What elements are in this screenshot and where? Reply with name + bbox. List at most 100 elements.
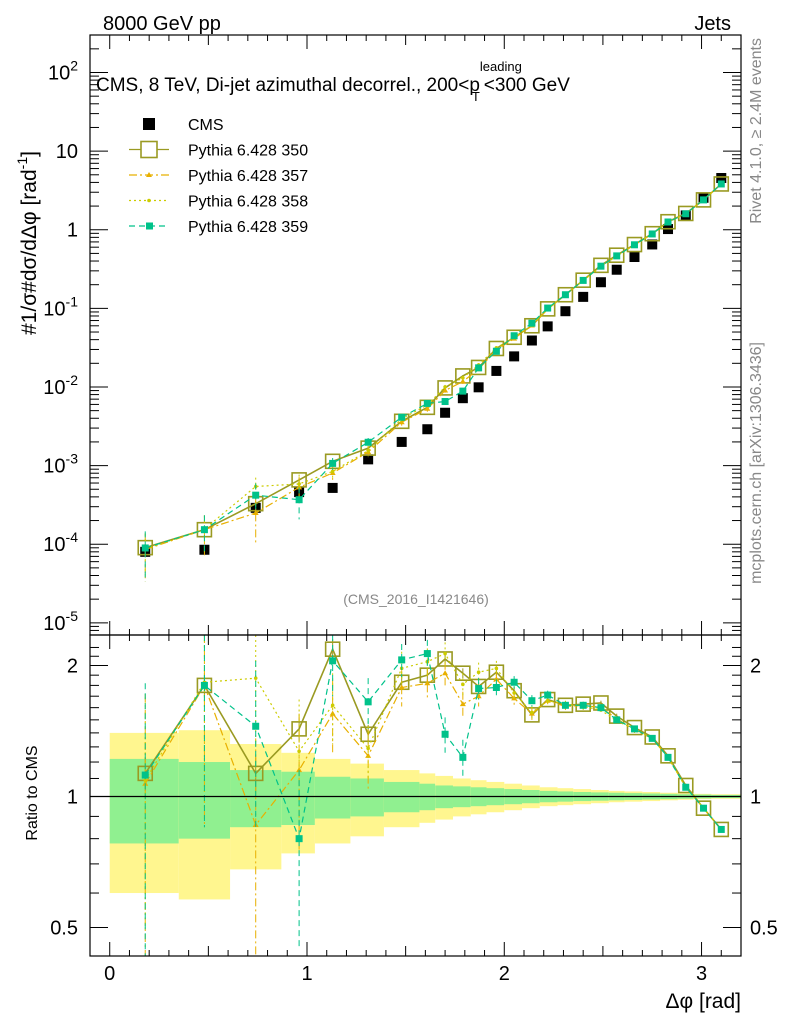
series-marker-ratio: [677, 777, 694, 794]
series-marker-main: [700, 196, 708, 204]
series-marker-ratio: [441, 730, 449, 738]
series-marker-main: [717, 180, 725, 188]
series-marker-ratio: [329, 710, 336, 716]
series-marker-ratio: [648, 734, 656, 742]
series-marker-main: [329, 459, 337, 467]
y-tick-label-ratio-right: 0.5: [750, 917, 778, 939]
series-line-main: [145, 183, 722, 549]
series-marker-ratio: [398, 684, 405, 690]
chart-title: CMS, 8 TeV, Di-jet azimuthal decorrel., …: [96, 59, 570, 104]
series-marker-main: [200, 526, 208, 534]
y-tick-label-ratio-right: 2: [750, 655, 761, 677]
series-marker-ratio: [660, 748, 676, 764]
y-axis-label-main: #1/σ#dσ/dΔφ [rad-1]: [14, 151, 41, 335]
legend-entry: Pythia 6.428 350: [129, 140, 308, 160]
series-marker-ratio: [424, 680, 431, 686]
series-marker-ratio: [200, 681, 208, 689]
series-marker-main: [593, 257, 609, 274]
series-marker-main: [557, 286, 574, 303]
legend-entry: Pythia 6.428 359: [129, 219, 308, 236]
y-tick-label-ratio-right: 1: [750, 786, 761, 808]
series-marker-ratio: [143, 778, 148, 782]
series-marker-main: [442, 387, 449, 393]
data-point-cms: [560, 306, 571, 317]
analysis-id: (CMS_2016_I1421646): [343, 591, 489, 607]
legend-label: Pythia 6.428 359: [188, 219, 308, 236]
data-point-cms: [629, 252, 640, 263]
series-marker-ratio: [613, 716, 621, 724]
legend-marker-cms: [143, 118, 155, 130]
series-marker-ratio: [512, 691, 516, 695]
series-marker-main: [296, 484, 303, 490]
series-marker-ratio: [700, 804, 708, 812]
data-point-cms: [363, 454, 374, 465]
series-marker-ratio: [545, 698, 550, 703]
series-marker-main: [539, 301, 556, 317]
y-tick-label-main: 10-1: [43, 293, 78, 320]
header-right: Jets: [694, 13, 731, 35]
y-tick-label-main: 10-2: [43, 372, 78, 399]
data-point-cms: [647, 239, 658, 250]
series-marker-main: [644, 225, 661, 242]
series-marker-ratio: [461, 682, 465, 687]
legend-label: Pythia 6.428 357: [188, 168, 308, 185]
series-marker-main: [424, 405, 431, 411]
series-marker-ratio: [713, 821, 730, 838]
series-marker-ratio: [630, 725, 638, 733]
series-marker-main: [713, 176, 730, 192]
series-marker-main: [506, 329, 522, 346]
series-marker-ratio: [682, 783, 690, 791]
series-marker-main: [597, 262, 605, 270]
ratio-panel-marks: [90, 635, 741, 956]
ratio-band-stat: [281, 771, 315, 825]
series-marker-ratio: [365, 752, 372, 758]
series-marker-ratio: [459, 753, 467, 761]
series-marker-main: [524, 317, 540, 334]
series-marker-main: [441, 398, 449, 406]
y-tick-label-ratio: 2: [67, 655, 78, 677]
legend-label: Pythia 6.428 358: [188, 194, 308, 211]
y-axis-label-ratio: Ratio to CMS: [24, 745, 41, 840]
series-marker-ratio: [664, 753, 672, 761]
series-marker-main: [330, 469, 335, 474]
series-marker-ratio: [398, 656, 406, 664]
x-axis-label: Δφ [rad]: [666, 990, 742, 1013]
legend-label: CMS: [188, 117, 224, 134]
series-marker-ratio: [717, 825, 725, 833]
series-marker-main: [510, 332, 518, 340]
series-marker-main: [366, 448, 370, 453]
series-marker-main: [528, 319, 536, 327]
series-marker-main: [695, 192, 712, 208]
series-marker-main: [475, 364, 483, 372]
legend-entry: Pythia 6.428 358: [129, 194, 308, 211]
series-marker-ratio: [493, 676, 500, 682]
series-marker-main: [488, 340, 505, 357]
x-tick-label: 0: [104, 963, 115, 985]
series-marker-main: [398, 413, 406, 421]
series-marker-main: [682, 210, 690, 218]
series-marker-ratio: [544, 691, 552, 699]
side-label-top: Rivet 4.1.0, ≥ 2.4M events: [748, 38, 765, 224]
legend-entry: CMS: [143, 117, 224, 134]
y-tick-label-main: 10-5: [43, 608, 78, 635]
legend-marker: [147, 198, 151, 203]
series-marker-main: [575, 272, 591, 288]
legend-label: Pythia 6.428 350: [188, 143, 308, 160]
series-marker-ratio: [141, 771, 149, 779]
series-marker-main: [544, 304, 552, 312]
series-marker-ratio: [510, 678, 518, 686]
series-marker-main: [648, 230, 656, 238]
main-panel-marks: [137, 173, 730, 582]
series-marker-ratio: [366, 746, 370, 751]
series-marker-main: [461, 376, 465, 380]
legend-marker: [140, 140, 158, 159]
data-point-cms: [473, 382, 484, 393]
series-marker-ratio: [644, 729, 661, 745]
data-point-cms: [440, 407, 451, 418]
series-marker-main: [561, 291, 569, 299]
data-point-cms: [542, 321, 553, 332]
series-marker-main: [626, 236, 643, 253]
series-marker-main: [252, 491, 260, 499]
series-marker-ratio: [297, 749, 301, 754]
series-marker-main: [492, 347, 500, 355]
